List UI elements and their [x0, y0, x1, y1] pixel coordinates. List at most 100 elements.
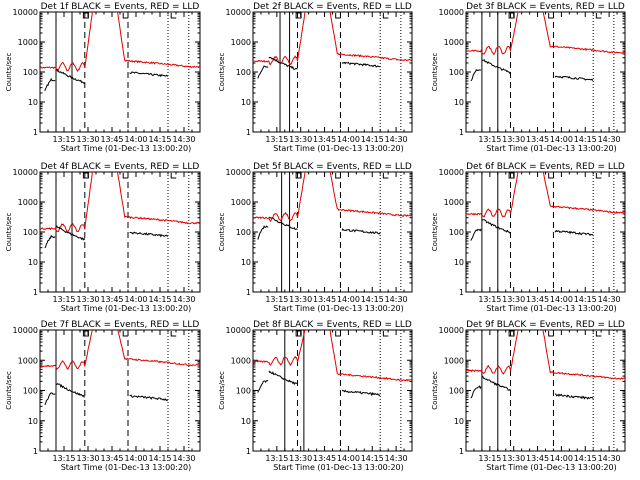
x-tick-label: 14:15 — [361, 295, 384, 304]
events-series-line — [554, 75, 594, 82]
y-tick-label: 1 — [33, 128, 38, 137]
lld-series-line — [40, 172, 200, 233]
marker-corner-glyph — [335, 173, 341, 179]
x-tick-label: 14:30 — [172, 454, 195, 463]
x-tick-label: 14:00 — [124, 295, 147, 304]
y-tick-label: 10 — [454, 98, 464, 107]
y-tick-label: 100 — [236, 68, 251, 77]
y-tick-label: 100 — [449, 68, 464, 77]
x-tick-label: 13:30 — [76, 135, 99, 144]
x-tick-label: 14:00 — [550, 454, 573, 463]
panel-title: Det 5f BLACK = Events, RED = LLD — [253, 162, 412, 172]
events-series-line — [341, 61, 381, 68]
lld-series-line — [253, 330, 412, 382]
panel-7: Det 7f BLACK = Events, RED = LLD 1 10 100 10… — [5, 320, 201, 472]
plot-frame — [39, 329, 201, 452]
marker-corner-glyph — [595, 173, 602, 179]
events-series-line — [257, 225, 269, 240]
marker-corner-glyph — [122, 331, 129, 337]
y-tick-label: 10 — [241, 258, 251, 267]
x-tick-label: 14:30 — [598, 454, 621, 463]
marker-box-glyph — [82, 172, 89, 179]
x-tick-label: 14:00 — [124, 454, 147, 463]
x-tick-label: 14:00 — [550, 295, 573, 304]
y-tick-label: 10000 — [226, 326, 251, 335]
x-tick-label: 14:30 — [598, 295, 621, 304]
lld-series-line — [40, 12, 200, 73]
y-axis-label: Counts/sec — [5, 53, 13, 92]
x-tick-label: 14:15 — [574, 295, 597, 304]
marker-box-glyph — [295, 12, 302, 19]
events-series-line — [44, 234, 56, 249]
marker-box-glyph — [295, 172, 302, 179]
x-axis-label: Start Time (01-Dec-13 13:00:20) — [61, 144, 192, 153]
x-tick-label: 13:30 — [76, 295, 99, 304]
y-tick-label: 10000 — [226, 8, 251, 17]
events-series-line — [481, 219, 511, 234]
events-series-line — [470, 228, 482, 241]
y-tick-label: 100 — [236, 387, 251, 396]
events-series-line — [129, 71, 169, 78]
y-tick-label: 10000 — [439, 168, 464, 177]
marker-box-glyph — [508, 330, 515, 337]
y-tick-label: 10000 — [439, 8, 464, 17]
plot-frame — [465, 171, 626, 293]
panel-title: Det 3f BLACK = Events, RED = LLD — [466, 2, 625, 12]
events-series-line — [55, 225, 86, 241]
x-tick-label: 13:45 — [526, 295, 549, 304]
panel-3: Det 3f BLACK = Events, RED = LLD 1 10 100 10… — [431, 2, 626, 153]
x-axis-label: Start Time (01-Dec-13 13:00:20) — [486, 463, 617, 472]
marker-corner-glyph — [122, 173, 129, 179]
events-series-line — [470, 385, 482, 399]
events-series-line — [44, 392, 56, 406]
panel-2: Det 2f BLACK = Events, RED = LLD 1 10 100 10… — [218, 2, 413, 153]
marker-corner-glyph — [548, 173, 554, 179]
x-tick-label: 14:00 — [337, 295, 360, 304]
marker-box-glyph — [508, 172, 515, 179]
y-tick-label: 1000 — [231, 38, 251, 47]
x-tick-label: 14:15 — [574, 135, 597, 144]
x-axis-label: Start Time (01-Dec-13 13:00:20) — [61, 463, 192, 472]
events-series-line — [341, 389, 381, 397]
y-tick-label: 1 — [459, 447, 464, 456]
panel-6: Det 6f BLACK = Events, RED = LLD 1 10 100 10… — [431, 162, 626, 313]
x-tick-label: 14:30 — [598, 135, 621, 144]
y-tick-label: 100 — [236, 228, 251, 237]
x-tick-label: 13:45 — [100, 295, 123, 304]
x-tick-label: 13:30 — [502, 135, 525, 144]
x-tick-label: 14:30 — [172, 295, 195, 304]
x-tick-label: 14:15 — [148, 135, 171, 144]
panel-title: Det 4f BLACK = Events, RED = LLD — [41, 162, 200, 172]
x-tick-label: 13:45 — [313, 454, 336, 463]
y-axis-label: Counts/sec — [218, 53, 226, 92]
y-tick-label: 1000 — [18, 38, 38, 47]
x-tick-label: 13:30 — [289, 454, 312, 463]
events-series-line — [44, 77, 56, 92]
events-series-line — [257, 380, 269, 393]
y-tick-label: 1000 — [18, 356, 38, 365]
events-series-line — [341, 228, 381, 235]
y-tick-label: 1 — [459, 128, 464, 137]
y-tick-label: 1000 — [231, 198, 251, 207]
marker-corner-glyph — [335, 331, 341, 337]
y-tick-label: 10000 — [226, 168, 251, 177]
marker-corner-glyph — [548, 13, 554, 19]
marker-corner-glyph — [382, 13, 389, 19]
events-series-line — [129, 231, 169, 238]
x-tick-label: 14:00 — [550, 135, 573, 144]
lld-series-line — [466, 330, 625, 380]
y-tick-label: 100 — [23, 68, 38, 77]
events-series-line — [554, 393, 594, 400]
x-tick-label: 13:30 — [289, 295, 312, 304]
x-tick-label: 13:45 — [526, 454, 549, 463]
x-tick-label: 14:15 — [361, 454, 384, 463]
y-tick-label: 10 — [28, 417, 38, 426]
x-axis-label: Start Time (01-Dec-13 13:00:20) — [273, 304, 404, 313]
y-tick-label: 1 — [246, 128, 251, 137]
x-tick-label: 13:15 — [265, 135, 288, 144]
y-tick-label: 100 — [23, 387, 38, 396]
x-tick-label: 14:15 — [148, 454, 171, 463]
events-series-line — [554, 229, 594, 237]
marker-corner-glyph — [335, 13, 341, 19]
